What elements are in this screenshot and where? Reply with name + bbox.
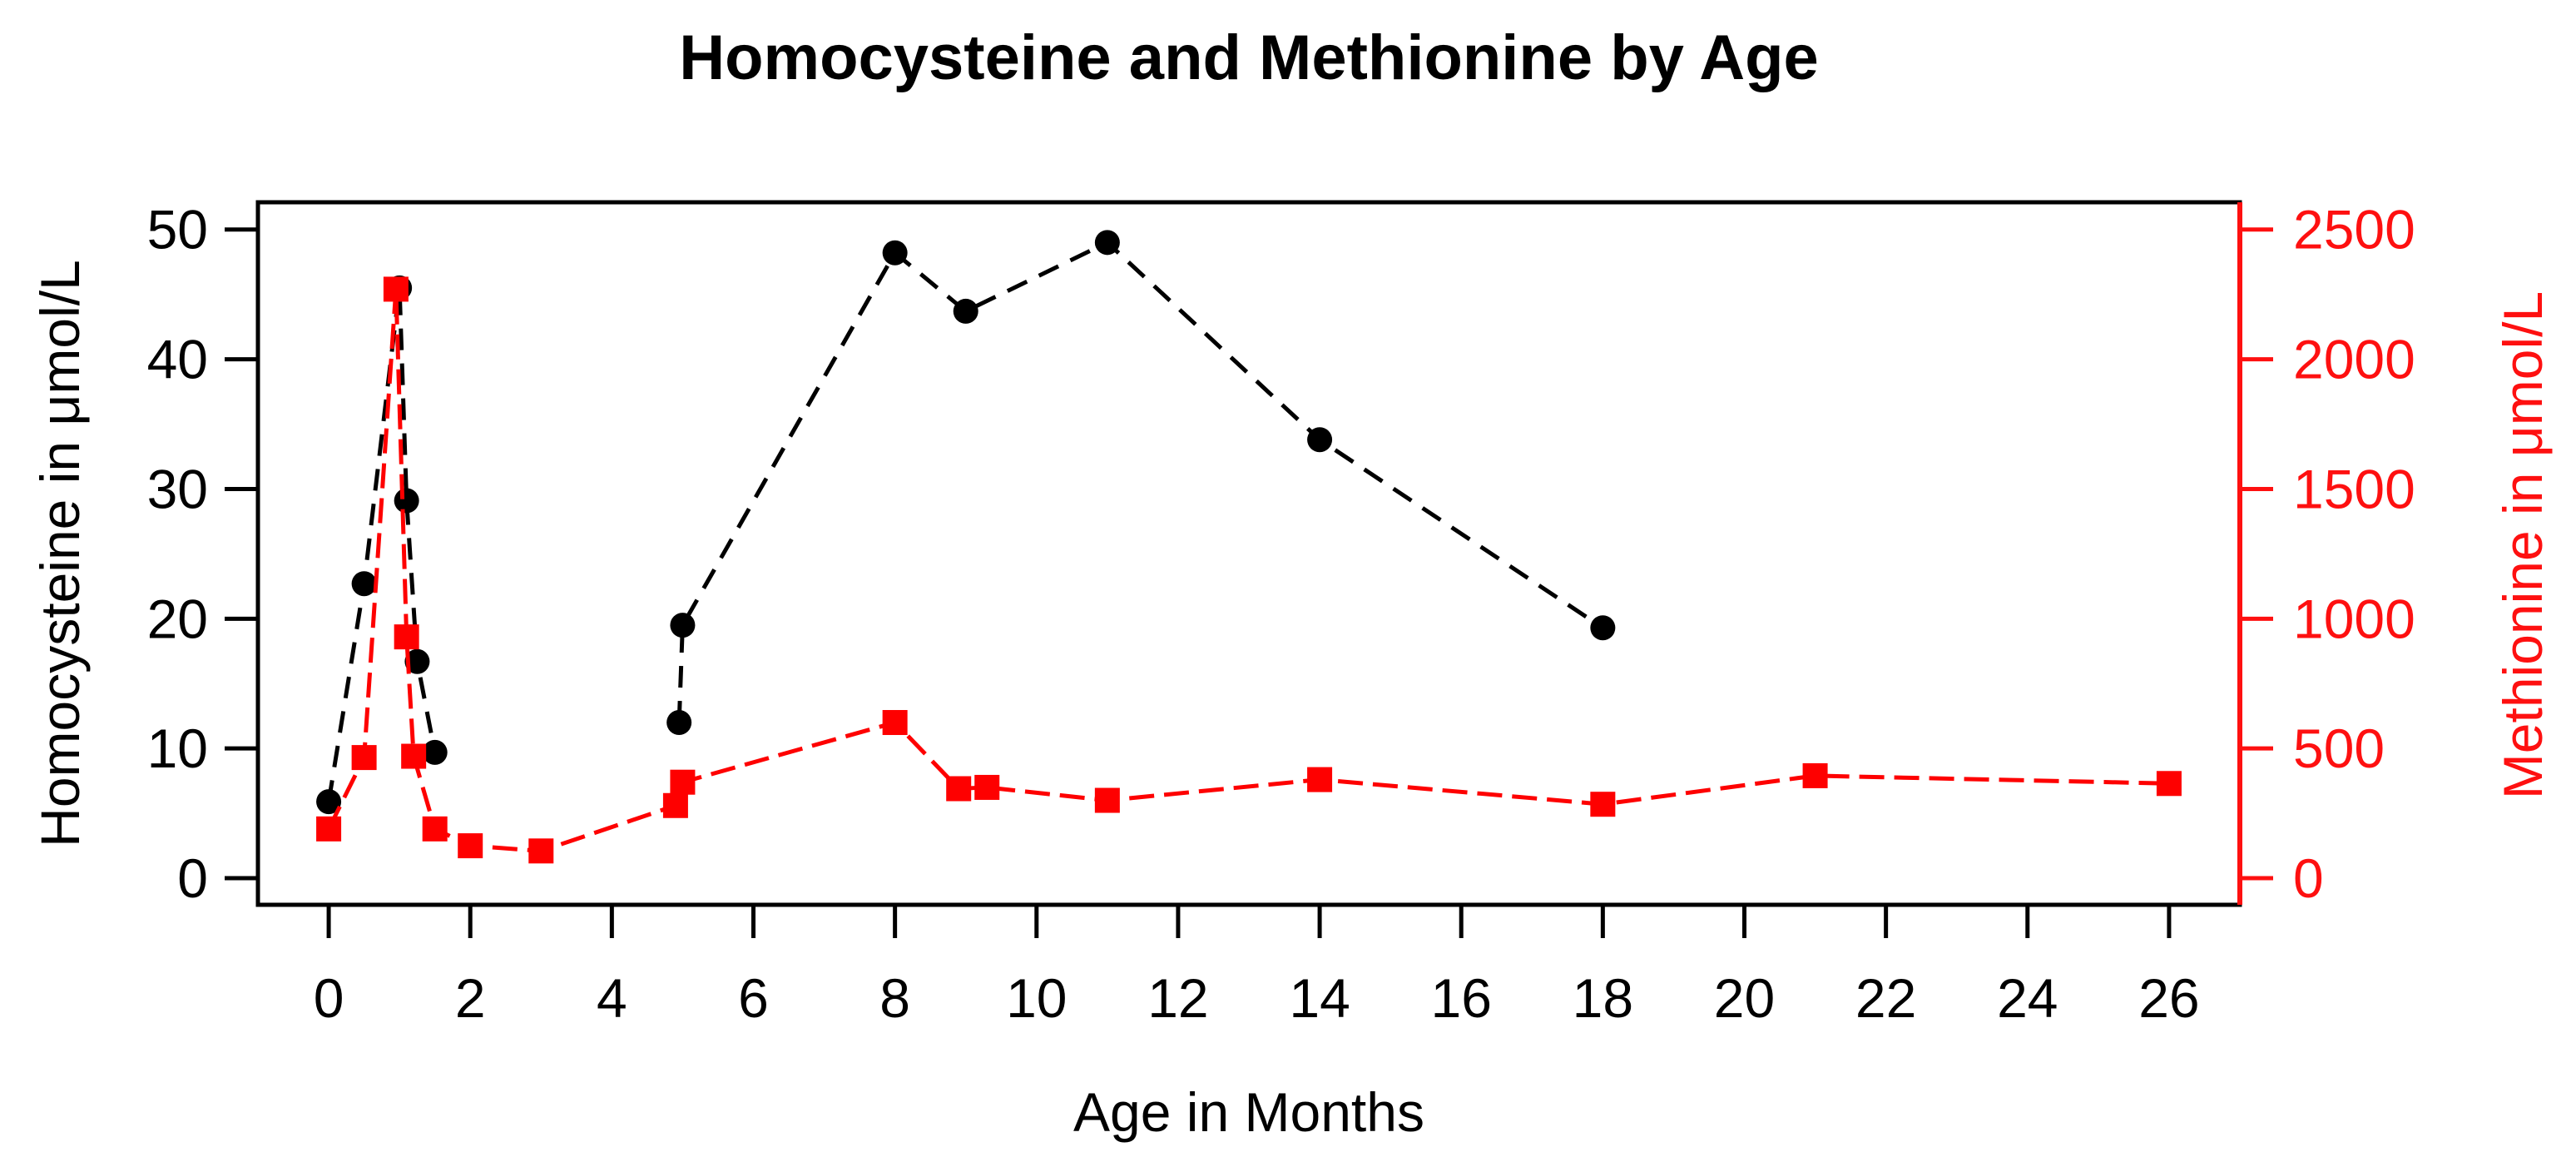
y-axis-label-left: Homocysteine in μmol/L [29, 260, 91, 847]
x-tick-label: 16 [1431, 967, 1492, 1029]
data-point-square [2156, 771, 2182, 797]
data-point-circle [394, 488, 419, 514]
x-tick-label: 18 [1573, 967, 1633, 1029]
data-point-square [401, 743, 427, 769]
data-point-circle [1307, 427, 1333, 453]
x-tick-label: 10 [1006, 967, 1067, 1029]
y-axis-right: 0 500 1000 1500 2000 2500 [2237, 199, 2415, 909]
x-tick-label: 24 [1997, 967, 2058, 1029]
data-point-square [458, 833, 483, 859]
x-tick-label: 14 [1289, 967, 1350, 1029]
x-tick-label: 4 [597, 967, 627, 1029]
x-tick-label: 22 [1855, 967, 1916, 1029]
data-point-circle [351, 571, 377, 597]
series-line [676, 240, 1604, 723]
data-point-square [670, 769, 696, 795]
x-axis: 0 2 4 6 8 10 12 14 16 18 20 22 24 26 [314, 905, 2200, 1029]
plot-box [255, 200, 2242, 907]
data-point-square [1094, 787, 1120, 813]
y-right-tick-label: 2000 [2293, 329, 2415, 390]
series-methionine [316, 276, 2182, 864]
y-right-tick-label: 500 [2293, 718, 2385, 779]
y-left-tick-label: 40 [147, 329, 208, 390]
data-point-circle [316, 789, 342, 815]
data-point-square [383, 276, 409, 302]
data-point-circle [1094, 230, 1120, 256]
data-point-circle [404, 648, 430, 674]
y-right-tick-label: 1000 [2293, 588, 2415, 649]
data-point-circle [953, 298, 978, 324]
y-left-tick-label: 30 [147, 458, 208, 519]
x-tick-label: 2 [455, 967, 486, 1029]
data-point-circle [666, 710, 692, 736]
series-line [326, 287, 438, 802]
x-tick-label: 20 [1714, 967, 1775, 1029]
y-right-tick-label: 2500 [2293, 199, 2415, 261]
x-tick-label: 26 [2138, 967, 2199, 1029]
y-axis-left: 0 10 20 30 40 50 [147, 199, 258, 909]
x-tick-label: 12 [1147, 967, 1208, 1029]
y-right-tick-label: 1500 [2293, 458, 2415, 519]
data-point-square [974, 774, 1000, 800]
x-tick-label: 0 [314, 967, 344, 1029]
series-line [326, 289, 2169, 853]
y-left-tick-label: 50 [147, 199, 208, 261]
data-point-square [1590, 792, 1616, 817]
data-point-circle [422, 739, 448, 765]
x-tick-label: 8 [879, 967, 910, 1029]
data-point-square [394, 624, 419, 650]
series-homocysteine [316, 230, 1616, 815]
data-point-square [316, 816, 342, 842]
data-point-square [351, 745, 377, 771]
x-axis-label: Age in Months [1073, 1081, 1424, 1143]
data-point-square [882, 710, 908, 736]
data-point-square [422, 816, 448, 842]
y-axis-label-right: Methionine in μmol/L [2492, 290, 2554, 800]
data-point-square [528, 838, 554, 864]
x-tick-label: 6 [738, 967, 769, 1029]
data-point-circle [1590, 615, 1616, 641]
y-left-tick-label: 10 [147, 718, 208, 779]
y-right-tick-label: 0 [2293, 847, 2324, 909]
chart-title: Homocysteine and Methionine by Age [679, 22, 1819, 93]
data-point-circle [882, 240, 908, 266]
data-point-circle [670, 613, 696, 638]
data-point-square [1307, 767, 1333, 792]
y-left-tick-label: 20 [147, 588, 208, 649]
data-point-square [1802, 762, 1828, 788]
data-point-square [946, 776, 972, 802]
y-left-tick-label: 0 [177, 847, 208, 909]
data-point-square [662, 792, 688, 818]
